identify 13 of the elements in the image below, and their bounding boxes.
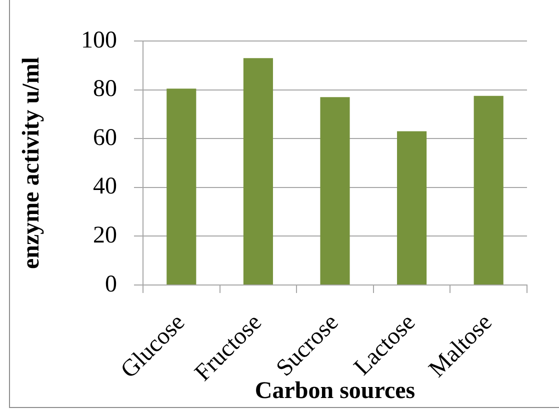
bar	[243, 58, 273, 284]
bar	[320, 97, 350, 284]
bar	[474, 96, 504, 284]
y-axis-title: enzyme activity u/ml	[18, 56, 45, 269]
y-tick-label: 20	[93, 222, 117, 248]
y-tick-label: 40	[93, 174, 117, 200]
bar	[166, 88, 196, 284]
y-tick-label: 80	[93, 76, 117, 102]
bar	[397, 131, 427, 284]
y-tick-label: 0	[105, 271, 117, 298]
y-tick-label: 100	[81, 27, 117, 54]
x-axis-title: Carbon sources	[254, 378, 416, 404]
y-tick-label: 60	[93, 124, 117, 151]
